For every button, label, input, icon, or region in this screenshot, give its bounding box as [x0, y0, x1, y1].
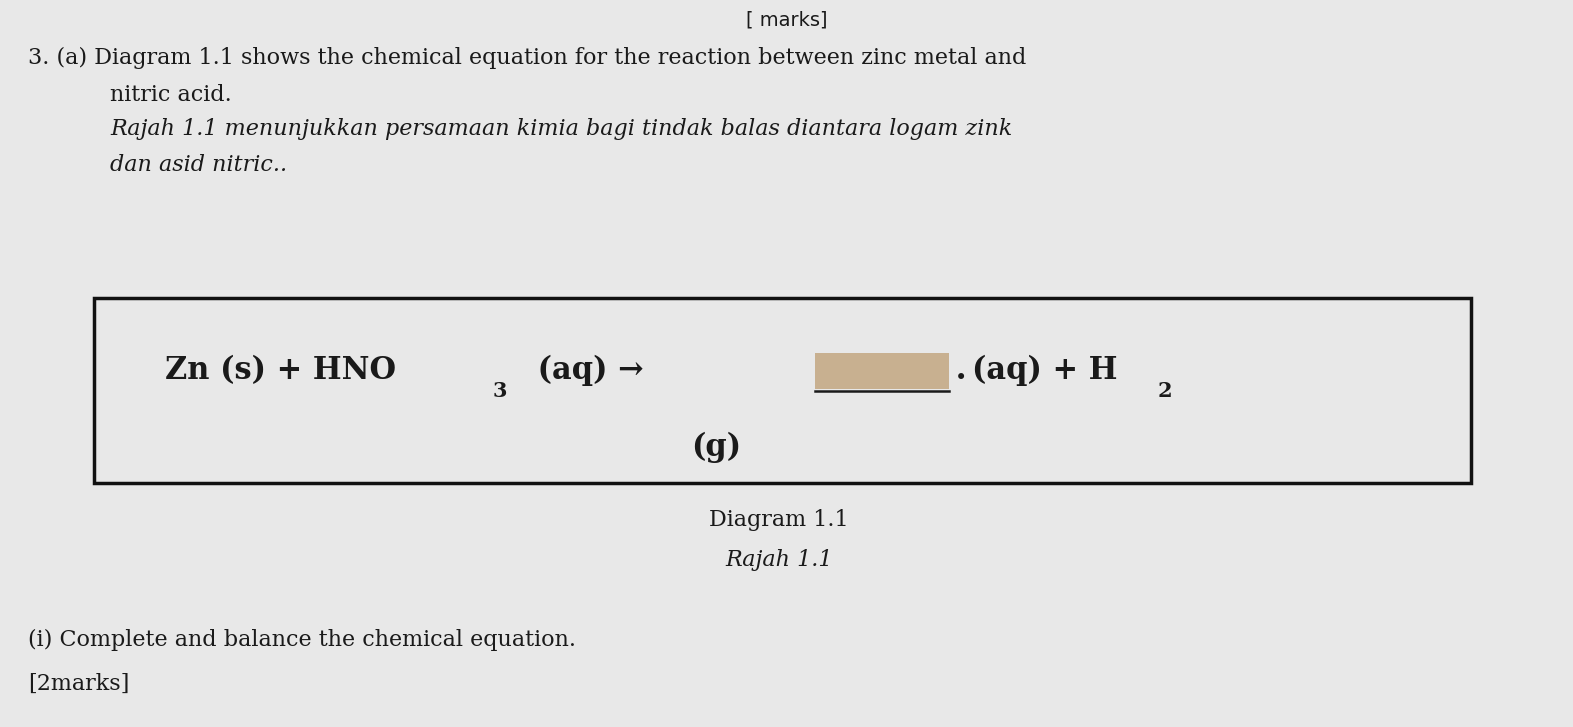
Text: Diagram 1.1: Diagram 1.1: [709, 509, 848, 531]
FancyBboxPatch shape: [94, 298, 1471, 483]
Text: 2: 2: [1158, 381, 1172, 401]
Text: Rajah 1.1 menunjukkan persamaan kimia bagi tindak balas diantara logam zink: Rajah 1.1 menunjukkan persamaan kimia ba…: [110, 118, 1013, 140]
Text: (aq) + H: (aq) + H: [972, 356, 1117, 386]
Text: •: •: [955, 369, 967, 387]
Text: 3: 3: [492, 381, 507, 401]
Text: [ marks]: [ marks]: [746, 11, 827, 30]
Text: nitric acid.: nitric acid.: [110, 84, 231, 105]
Text: Zn (s) + HNO: Zn (s) + HNO: [165, 356, 396, 386]
Text: Rajah 1.1: Rajah 1.1: [725, 549, 832, 571]
Text: 3. (a) Diagram 1.1 shows the chemical equation for the reaction between zinc met: 3. (a) Diagram 1.1 shows the chemical eq…: [28, 47, 1027, 69]
Text: [2marks]: [2marks]: [28, 672, 129, 694]
Text: (g): (g): [691, 432, 741, 462]
Text: (i) Complete and balance the chemical equation.: (i) Complete and balance the chemical eq…: [28, 629, 576, 651]
Text: dan asid nitric..: dan asid nitric..: [110, 154, 288, 176]
FancyBboxPatch shape: [815, 353, 949, 389]
Text: (aq) →: (aq) →: [527, 356, 643, 386]
